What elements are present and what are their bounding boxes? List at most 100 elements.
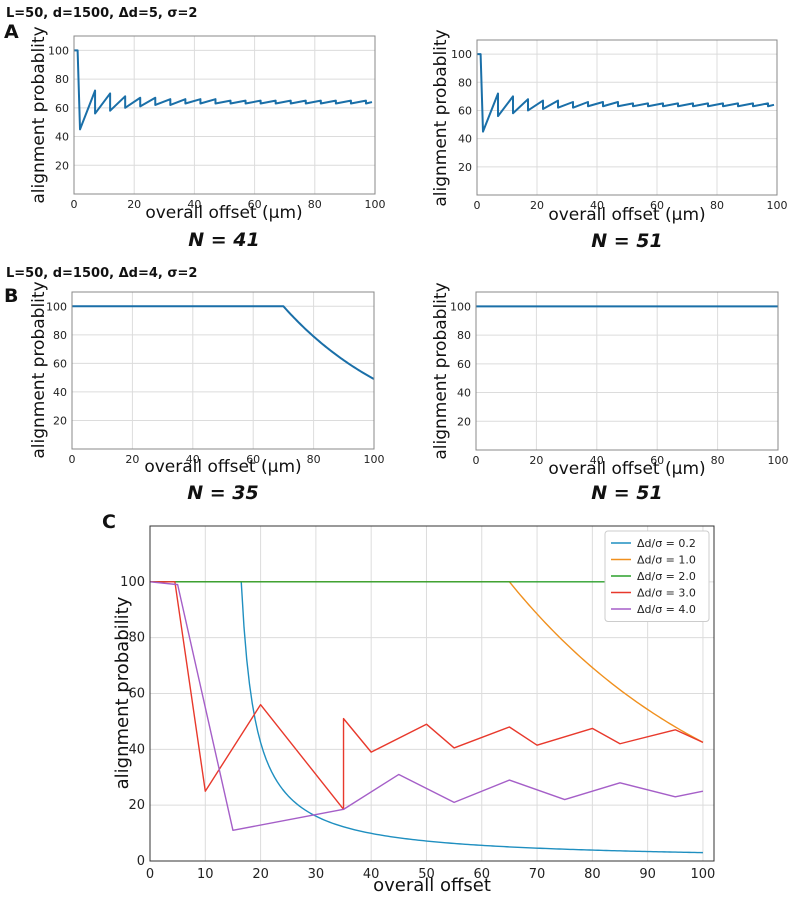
y-tick-label: 100 [120, 575, 145, 590]
data-layer [72, 305, 375, 380]
x-tick-label: 10 [197, 867, 214, 882]
series-line [72, 305, 375, 380]
x-axis-label: overall offset (µm) [548, 205, 705, 225]
y-tick-label: 60 [55, 102, 69, 115]
x-tick-label: 60 [248, 198, 262, 211]
legend-entry: Δd/σ = 1.0 [637, 554, 696, 567]
chart-b-right: 0 20 40 60 80 100 20 40 60 80 100 overall offset (… [431, 282, 789, 504]
x-tick-label: 80 [710, 199, 724, 212]
x-tick-label: 80 [308, 198, 322, 211]
x-axis-label: overall offset [373, 875, 491, 896]
y-tick-label: 100 [46, 300, 67, 313]
chart-caption: N = 41 [188, 229, 260, 251]
grid-lines [476, 40, 778, 195]
data-layer [149, 581, 704, 854]
y-tick-label: 80 [458, 76, 472, 89]
y-tick-label: 100 [48, 44, 69, 57]
chart-a-right: 0 20 40 60 80 100 20 40 60 80 100 overall offset (… [431, 29, 788, 252]
series-line [74, 49, 373, 131]
y-tick-label: 40 [458, 133, 472, 146]
y-tick-label: 20 [458, 161, 472, 174]
x-axis-label: overall offset (µm) [548, 459, 705, 479]
x-tick-label: 40 [590, 454, 604, 467]
y-tick-label: 80 [53, 329, 67, 342]
series-line [150, 581, 704, 811]
y-tick-label: 100 [451, 48, 472, 61]
row-a-params-label: L=50, d=1500, Δd=5, σ=2 [6, 6, 197, 21]
y-tick-label: 80 [128, 631, 145, 646]
y-axis-label: alignment probablity [29, 26, 49, 203]
plot-frame [475, 291, 779, 451]
x-tick-label: 0 [474, 199, 481, 212]
y-tick-label: 40 [53, 386, 67, 399]
series-line [149, 581, 704, 831]
y-tick-label: 40 [457, 387, 471, 400]
x-tick-label: 80 [711, 454, 725, 467]
tick-labels: 0 20 40 60 80 100 20 40 60 80 100 [451, 48, 788, 212]
series-line [477, 53, 775, 133]
x-tick-label: 60 [473, 867, 490, 882]
x-tick-label: 100 [364, 453, 385, 466]
x-tick-label: 70 [529, 867, 546, 882]
x-tick-label: 20 [252, 867, 269, 882]
grid-lines [71, 292, 375, 449]
x-tick-label: 0 [69, 453, 76, 466]
y-axis-label: alignment probablity [29, 281, 49, 458]
x-tick-label: 40 [187, 198, 201, 211]
x-tick-label: 20 [529, 454, 543, 467]
x-tick-label: 100 [768, 454, 789, 467]
x-tick-label: 20 [125, 453, 139, 466]
legend-entry: Δd/σ = 0.2 [637, 537, 696, 550]
x-tick-label: 100 [767, 199, 788, 212]
legend-entry: Δd/σ = 2.0 [637, 570, 696, 583]
y-tick-label: 20 [55, 159, 69, 172]
x-tick-label: 50 [418, 867, 435, 882]
y-tick-label: 60 [53, 357, 67, 370]
legend-entry: Δd/σ = 4.0 [637, 603, 696, 616]
chart-a-left: 0 20 40 60 80 100 20 40 60 80 100 overall offset (… [29, 26, 386, 251]
x-tick-label: 60 [650, 454, 664, 467]
x-tick-label: 100 [691, 867, 716, 882]
plot-background [74, 36, 375, 194]
plot-frame [476, 39, 778, 196]
panel-letter-b: B [4, 285, 18, 307]
tick-labels: 0 20 40 60 80 100 20 40 60 80 100 [46, 300, 385, 466]
y-tick-label: 80 [55, 73, 69, 86]
chart-caption: N = 35 [187, 482, 259, 504]
chart-b-left: 0 20 40 60 80 100 20 40 60 80 100 overall offset (… [29, 281, 385, 504]
row-b-params-label: L=50, d=1500, Δd=4, σ=2 [6, 266, 197, 281]
chart-caption: N = 51 [591, 482, 663, 504]
plot-frame [149, 525, 715, 862]
y-tick-label: 60 [128, 687, 145, 702]
data-layer [74, 49, 373, 131]
series-line [150, 581, 704, 743]
grid-lines [73, 36, 376, 194]
y-tick-label: 60 [457, 358, 471, 371]
x-tick-label: 80 [584, 867, 601, 882]
x-tick-label: 100 [365, 198, 386, 211]
panel-letter-a: A [4, 21, 19, 43]
y-axis-label: alignment probability [112, 596, 133, 789]
x-tick-label: 20 [530, 199, 544, 212]
tick-labels: 0 10 20 30 40 50 60 70 80 90 100 0 20 40 60 80 100 [120, 575, 715, 882]
x-tick-label: 0 [473, 454, 480, 467]
tick-labels: 0 20 40 60 80 100 20 40 60 80 100 [450, 300, 789, 467]
data-layer [477, 53, 775, 133]
x-tick-label: 20 [127, 198, 141, 211]
panel-letter-c: C [102, 511, 116, 533]
x-tick-label: 40 [590, 199, 604, 212]
plot-background [476, 292, 778, 450]
x-axis-label: overall offset (µm) [145, 203, 302, 223]
plot-background [477, 40, 777, 195]
y-tick-label: 80 [457, 329, 471, 342]
y-tick-label: 40 [128, 742, 145, 757]
x-tick-label: 40 [186, 453, 200, 466]
y-tick-label: 40 [55, 131, 69, 144]
plot-frame [73, 35, 376, 195]
plot-background [72, 292, 374, 449]
plot-frame [71, 291, 375, 450]
legend-entry: Δd/σ = 3.0 [637, 587, 696, 600]
y-tick-label: 20 [128, 798, 145, 813]
chart-c: 0 10 20 30 40 50 60 70 80 90 100 0 20 40 60 80 100 Δd/σ … [112, 525, 715, 896]
